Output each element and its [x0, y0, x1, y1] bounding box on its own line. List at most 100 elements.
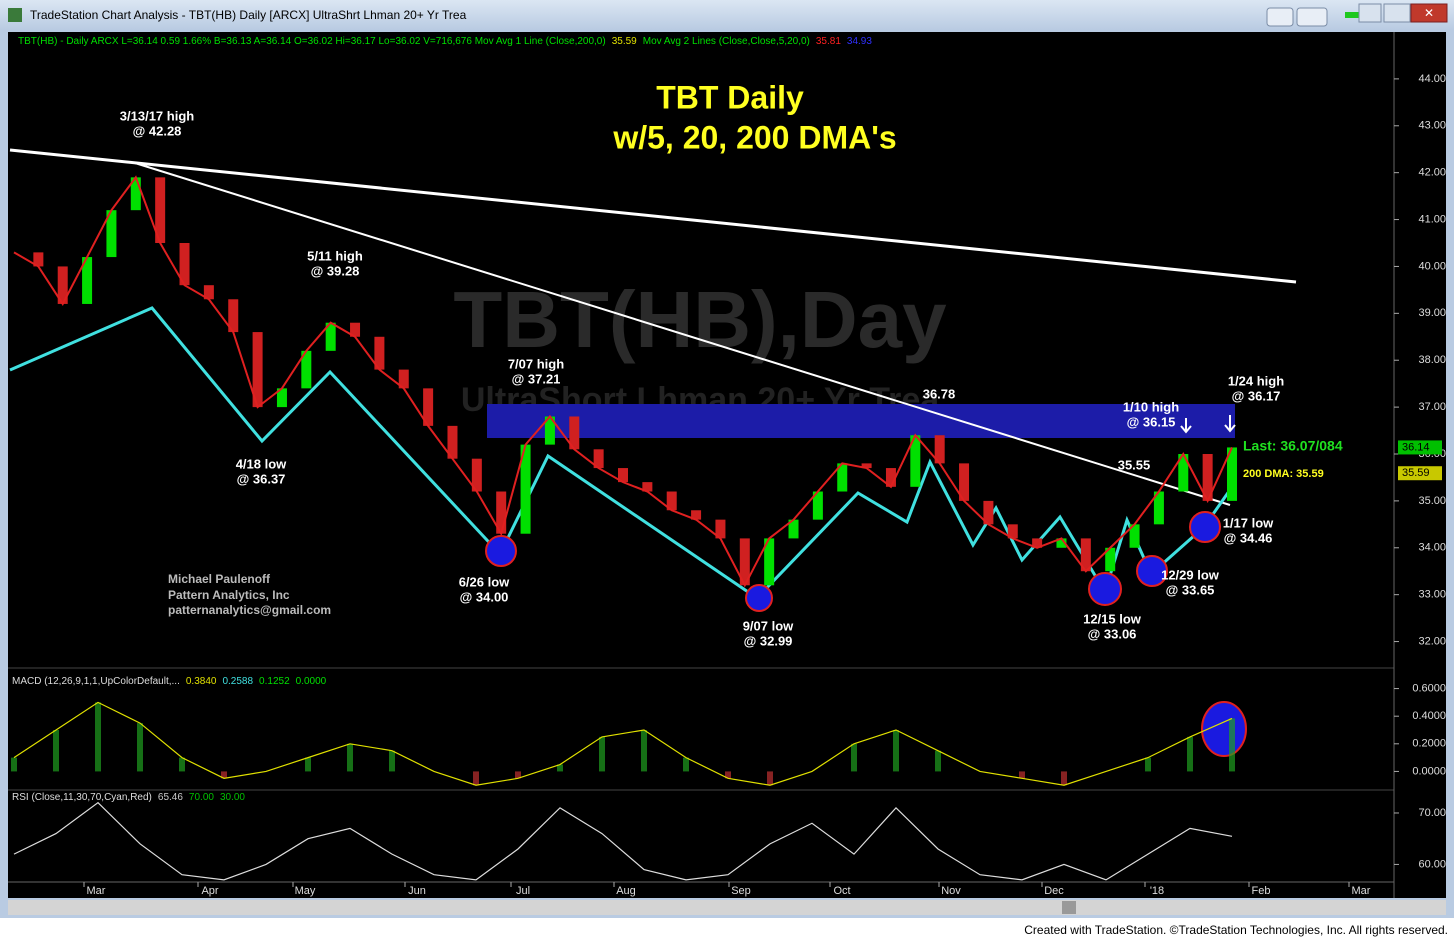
candle: [666, 491, 677, 511]
macd-bar: [473, 771, 479, 786]
candle: [885, 468, 896, 487]
candle: [325, 322, 336, 351]
candle: [496, 491, 507, 534]
macd-bar: [305, 757, 311, 772]
header-value: 70.00: [189, 792, 214, 803]
header-value: Mov Avg 2 Lines (Close,Close,5,20,0): [643, 36, 810, 47]
candle: [1178, 454, 1189, 492]
candle: [983, 500, 994, 525]
header-value: 35.81: [816, 36, 841, 47]
drawings: [9, 148, 1297, 612]
candle: [1032, 538, 1043, 548]
macd-bar: [389, 750, 395, 772]
macd-bar: [221, 771, 227, 779]
x-tick-label: Nov: [941, 885, 961, 897]
annotation: @ 34.00: [460, 589, 509, 604]
y-tick-label: 35.00: [1418, 495, 1446, 507]
candle: [350, 322, 361, 337]
y-tick-label: 0.4000: [1412, 710, 1446, 722]
candle: [593, 449, 604, 469]
macd-bar: [725, 771, 731, 779]
x-tick-label: '18: [1150, 885, 1164, 897]
rsi_pane-marks: [13, 801, 1233, 881]
annotation: @ 36.37: [237, 471, 286, 486]
y-tick-label: 32.00: [1418, 635, 1446, 647]
x-tick-label: Mar: [87, 885, 106, 897]
x-tick-label: May: [295, 885, 316, 897]
candle: [301, 350, 312, 389]
header-value: TBT(HB) - Daily ARCX L=36.14 0.59 1.66% …: [18, 36, 606, 47]
annotation: 5/11 high: [307, 248, 363, 263]
y-tick-label: 39.00: [1418, 307, 1446, 319]
candle: [715, 519, 726, 539]
macd-bar: [557, 764, 563, 772]
signature-line: patternanalytics@gmail.com: [168, 603, 331, 617]
candle: [155, 177, 166, 243]
candle: [1227, 447, 1237, 501]
y-tick-label: 34.00: [1418, 542, 1446, 554]
macd-bar: [683, 757, 689, 772]
rsi-header: RSI (Close,11,30,70,Cyan,Red) 65.46 70.00 3…: [12, 792, 245, 803]
candle: [82, 257, 93, 304]
x-tick-label: Jun: [408, 885, 426, 897]
signature-line: Michael Paulenoff: [168, 572, 271, 586]
macd-bar: [137, 723, 143, 772]
annotation: 1/24 high: [1228, 373, 1284, 388]
candle: [203, 285, 214, 300]
annotation: 12/15 low: [1083, 611, 1142, 626]
header-value: 0.3840: [186, 676, 217, 687]
candle: [374, 336, 385, 370]
candle: [642, 482, 653, 492]
candle: [1202, 454, 1213, 501]
candle: [252, 332, 263, 408]
annotation: 35.55: [1118, 457, 1151, 472]
annotation: 7/07 high: [508, 356, 564, 371]
header-text: RSI (Close,11,30,70,Cyan,Red): [12, 792, 152, 803]
candle: [764, 538, 775, 586]
scroll-thumb[interactable]: [1062, 901, 1076, 914]
resistance-zone: [487, 404, 1235, 438]
x-tick-label: Sep: [731, 885, 751, 897]
x-tick-label: Feb: [1252, 885, 1271, 897]
macd-bar: [893, 730, 899, 772]
y-tick-label: 0.2000: [1412, 738, 1446, 750]
scrollbar[interactable]: [8, 900, 1446, 915]
y-tick-label: 33.00: [1418, 589, 1446, 601]
x-tick-label: Oct: [833, 885, 850, 897]
annotation: 36.78: [923, 386, 956, 401]
header-text: MACD (12,26,9,1,1,UpColorDefault,...: [12, 676, 180, 687]
header-value: 34.93: [847, 36, 872, 47]
y-tick-label: 37.00: [1418, 401, 1446, 413]
price_pane-line: [13, 175, 1233, 588]
annotation: 12/29 low: [1161, 567, 1220, 582]
app-icon: [8, 8, 22, 22]
x-tick-label: Mar: [1352, 885, 1371, 897]
candle: [788, 519, 799, 539]
candle: [471, 458, 482, 492]
candle: [1153, 491, 1164, 525]
annotation: @ 39.28: [311, 263, 360, 278]
candle: [106, 210, 117, 258]
legend: TBT(HB) - Daily ARCX L=36.14 0.59 1.66% …: [18, 36, 872, 47]
window-controls[interactable]: ✕: [1266, 3, 1448, 27]
annotation: @ 36.15: [1127, 414, 1176, 429]
header-value: 30.00: [220, 792, 245, 803]
macd-bar: [179, 757, 185, 772]
annotation: 9/07 low: [743, 618, 794, 633]
macd-bar: [1229, 718, 1235, 772]
y-tick-label: 70.00: [1418, 807, 1446, 819]
candle: [33, 252, 44, 267]
candle: [812, 491, 823, 520]
y-tick-label: 42.00: [1418, 167, 1446, 179]
candle: [57, 266, 68, 304]
candle: [934, 435, 945, 464]
candle: [130, 177, 141, 211]
x-tick-label: Aug: [616, 885, 636, 897]
y-tick-label: 41.00: [1418, 213, 1446, 225]
x-tick-label: Jul: [516, 885, 530, 897]
price-box: [1398, 440, 1442, 455]
annotation: 6/26 low: [459, 574, 510, 589]
y-tick-label: 0.0000: [1412, 765, 1446, 777]
annotation: @ 42.28: [133, 123, 182, 138]
header-value: 0.0000: [296, 676, 327, 687]
